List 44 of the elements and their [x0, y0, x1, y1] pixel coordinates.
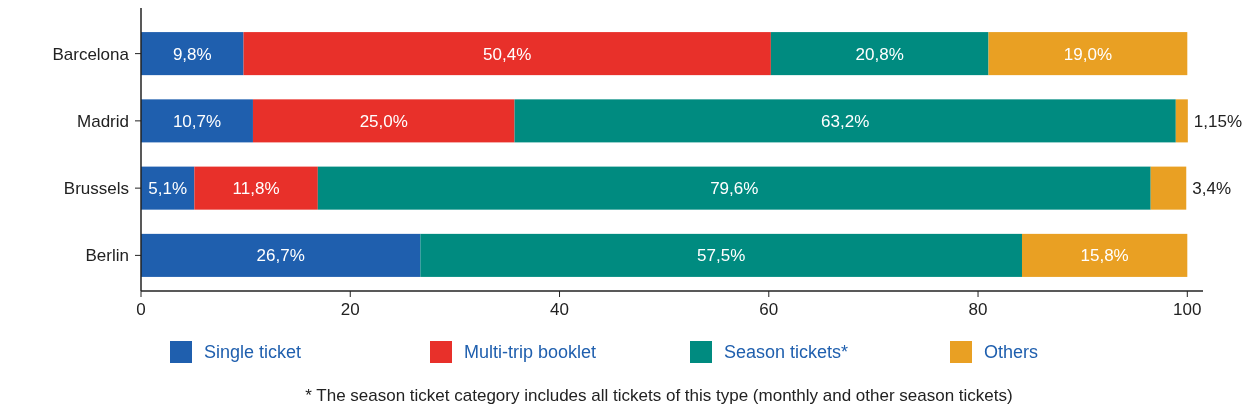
bar: [1021, 233, 1188, 277]
data-label: 11,8%: [232, 179, 280, 199]
x-tick-label: 80: [968, 300, 988, 319]
x-tick-label: 40: [550, 300, 569, 319]
bar: [194, 166, 318, 210]
data-label: 20,8%: [855, 44, 904, 64]
bar: [252, 99, 515, 143]
x-tick-label: 0: [136, 300, 146, 319]
bar: [420, 233, 1022, 277]
bar: [988, 32, 1188, 76]
legend-label: Single ticket: [204, 342, 302, 363]
bar: [317, 166, 1151, 210]
data-label: 3,4%: [1192, 179, 1232, 199]
data-label: 9,8%: [172, 44, 212, 64]
data-label: 79,6%: [710, 179, 759, 199]
y-tick-label: Barcelona: [52, 44, 130, 64]
data-label: 25,0%: [359, 111, 408, 131]
data-label: 5,1%: [148, 179, 188, 199]
bar: [141, 99, 253, 143]
bar: [243, 32, 771, 76]
legend-label: Season tickets*: [724, 342, 849, 363]
bar: [514, 99, 1176, 143]
data-label: 15,8%: [1080, 246, 1129, 266]
text: * The season ticket category includes all tickets of this type (monthly and other season tickets): [305, 385, 1013, 405]
data-label: 50,4%: [483, 44, 532, 64]
x-tick-label: 20: [340, 300, 360, 319]
bar: [1150, 166, 1187, 210]
y-tick-label: Berlin: [85, 246, 129, 266]
data-label: 1,15%: [1193, 111, 1243, 131]
data-label: 63,2%: [821, 111, 870, 131]
bar: [141, 32, 244, 76]
y-tick-label: Brussels: [63, 179, 129, 199]
data-label: 26,7%: [256, 246, 305, 266]
data-label: 19,0%: [1063, 44, 1113, 64]
data-label: 10,7%: [172, 111, 222, 131]
data-label: 57,5%: [697, 246, 746, 266]
bar: [141, 233, 421, 277]
y-tick-label: Madrid: [77, 111, 129, 131]
legend-label: Multi-trip booklet: [464, 342, 597, 363]
bar: [770, 32, 989, 76]
x-tick-label: 60: [759, 300, 779, 319]
bar: [1175, 99, 1188, 143]
legend-label: Others: [984, 342, 1039, 363]
x-tick-label: 100: [1173, 300, 1202, 319]
